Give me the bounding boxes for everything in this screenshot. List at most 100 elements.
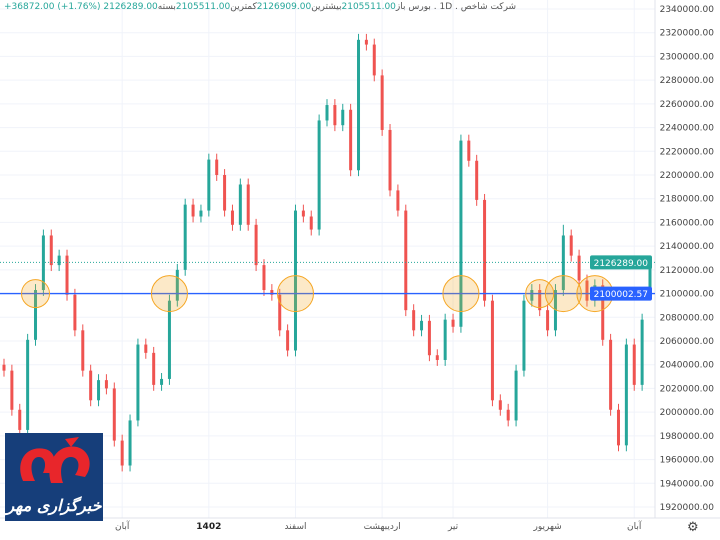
candle-body bbox=[270, 290, 274, 295]
highlight-circle bbox=[442, 275, 480, 313]
candle-body bbox=[490, 300, 494, 401]
candle-body bbox=[467, 140, 471, 161]
candle-body bbox=[435, 355, 439, 360]
y-tick-label: 2020000.00 bbox=[660, 384, 715, 394]
candle-body bbox=[372, 44, 376, 76]
x-tick-label: اردیبهشت bbox=[363, 522, 401, 532]
open-value: 2105511.00 bbox=[341, 2, 396, 12]
y-tick-label: 2300000.00 bbox=[660, 52, 715, 62]
candle-body bbox=[632, 344, 636, 385]
candle-body bbox=[427, 320, 431, 356]
candle-body bbox=[65, 255, 69, 295]
candle-body bbox=[49, 235, 53, 266]
y-tick-label: 2060000.00 bbox=[660, 337, 715, 347]
mehr-news-logo: خبرگزاری مهر bbox=[5, 433, 103, 521]
x-tick-label: شهریور bbox=[533, 522, 562, 532]
candle-body bbox=[577, 255, 581, 281]
x-tick-label: آبان bbox=[114, 522, 130, 532]
highlight-circle bbox=[544, 275, 582, 313]
candle-body bbox=[160, 378, 164, 385]
candle-body bbox=[246, 184, 250, 225]
y-tick-label: 2140000.00 bbox=[660, 242, 715, 252]
candle-body bbox=[301, 210, 305, 217]
candle-body bbox=[167, 300, 171, 379]
candle-body bbox=[73, 294, 77, 331]
y-tick-label: 2280000.00 bbox=[660, 76, 715, 86]
candle-body bbox=[333, 105, 337, 126]
y-tick-label: 2220000.00 bbox=[660, 147, 715, 157]
x-tick-label: اسفند bbox=[284, 522, 307, 532]
candle-body bbox=[183, 204, 187, 270]
candle-body bbox=[254, 224, 258, 266]
candle-body bbox=[325, 105, 329, 121]
candle-body bbox=[286, 330, 290, 351]
candle-body bbox=[546, 310, 550, 331]
highlight-circle bbox=[150, 275, 188, 313]
candle-body bbox=[648, 262, 652, 288]
candle-body bbox=[475, 160, 479, 200]
symbol-name: شرکت شاخص bbox=[460, 2, 517, 12]
candle-body bbox=[97, 380, 101, 401]
candle-body bbox=[230, 210, 234, 225]
y-tick-label: 1960000.00 bbox=[660, 456, 715, 466]
candle-body bbox=[640, 319, 644, 385]
candle-body bbox=[522, 300, 526, 371]
y-tick-label: 2200000.00 bbox=[660, 171, 715, 181]
y-tick-label: 2340000.00 bbox=[660, 5, 715, 15]
candle-body bbox=[175, 269, 179, 301]
candle-body bbox=[380, 75, 384, 130]
candle-body bbox=[616, 409, 620, 446]
candle-body bbox=[585, 280, 589, 301]
candle-body bbox=[34, 290, 38, 340]
x-tick-label: تیر bbox=[447, 522, 459, 532]
exchange: بورس bbox=[408, 2, 431, 12]
candle-body bbox=[262, 265, 266, 291]
candle-body bbox=[120, 440, 124, 466]
candle-body bbox=[341, 109, 345, 126]
y-tick-label: 1980000.00 bbox=[660, 432, 715, 442]
legend-header: شرکت شاخص . 1D . بورس باز 2105511.00 بیشت… bbox=[4, 2, 517, 12]
candle-body bbox=[215, 159, 219, 175]
y-tick-label: 2100000.00 bbox=[660, 290, 715, 300]
high-value: 2126909.00 bbox=[256, 2, 312, 12]
y-tick-label: 2240000.00 bbox=[660, 124, 715, 134]
settings-gear-icon[interactable]: ⚙ bbox=[687, 520, 699, 535]
close-value: 2126289.00 bbox=[103, 2, 158, 12]
candle-body bbox=[144, 344, 148, 353]
candle-body bbox=[388, 129, 392, 191]
high-label: بیشترین bbox=[311, 2, 342, 12]
candle-body bbox=[57, 255, 61, 266]
candle-body bbox=[514, 370, 518, 421]
candle-body bbox=[10, 370, 14, 410]
candle-body bbox=[18, 409, 22, 430]
y-tick-label: 2260000.00 bbox=[660, 100, 715, 110]
mehr-logo-mark-icon bbox=[20, 437, 90, 483]
candle-body bbox=[26, 339, 30, 430]
candle-body bbox=[404, 210, 408, 311]
candle-body bbox=[223, 175, 227, 211]
candle-body bbox=[136, 344, 140, 421]
candle-body bbox=[317, 120, 321, 230]
y-tick-label: 2040000.00 bbox=[660, 361, 715, 371]
candle-body bbox=[443, 319, 447, 360]
x-tick-label: 1402 bbox=[196, 522, 222, 532]
low-label: کمترین bbox=[230, 2, 257, 12]
interval: 1D bbox=[439, 2, 453, 12]
change-value: +36872.00 (+1.76%) bbox=[4, 2, 101, 12]
candle-body bbox=[309, 216, 313, 230]
candle-body bbox=[128, 420, 132, 466]
candle-body bbox=[357, 39, 361, 171]
highlight-circle bbox=[21, 279, 51, 309]
candle-body bbox=[191, 204, 195, 217]
y-tick-label: 2120000.00 bbox=[660, 266, 715, 276]
low-value: 2105511.00 bbox=[175, 2, 231, 12]
candle-body bbox=[412, 310, 416, 331]
candle-body bbox=[569, 235, 573, 256]
candle-body bbox=[396, 190, 400, 211]
candle-body bbox=[561, 235, 565, 291]
candle-body bbox=[207, 159, 211, 211]
candle-body bbox=[601, 285, 605, 340]
horizontal-line-price-tag-label: 2100002.57 bbox=[594, 290, 648, 300]
y-tick-label: 1940000.00 bbox=[660, 479, 715, 489]
